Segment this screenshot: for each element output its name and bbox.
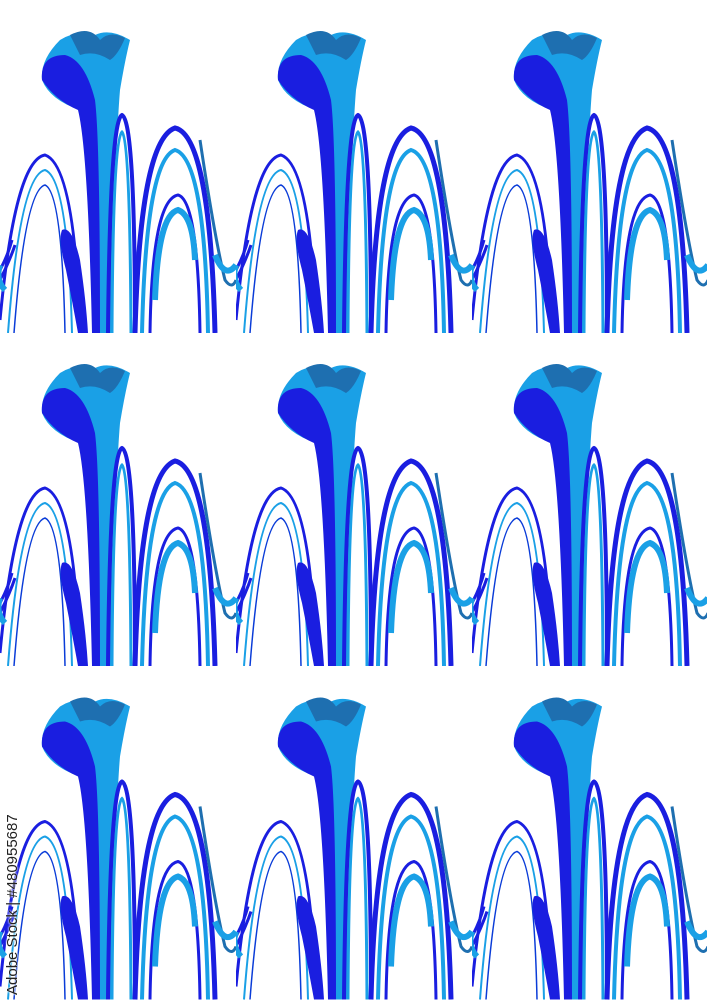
tile-row-1	[0, 0, 707, 333]
stock-watermark: Adobe Stock | #480955687	[4, 814, 21, 995]
tile-row-2	[0, 333, 707, 666]
tile-row-3	[0, 667, 707, 1000]
